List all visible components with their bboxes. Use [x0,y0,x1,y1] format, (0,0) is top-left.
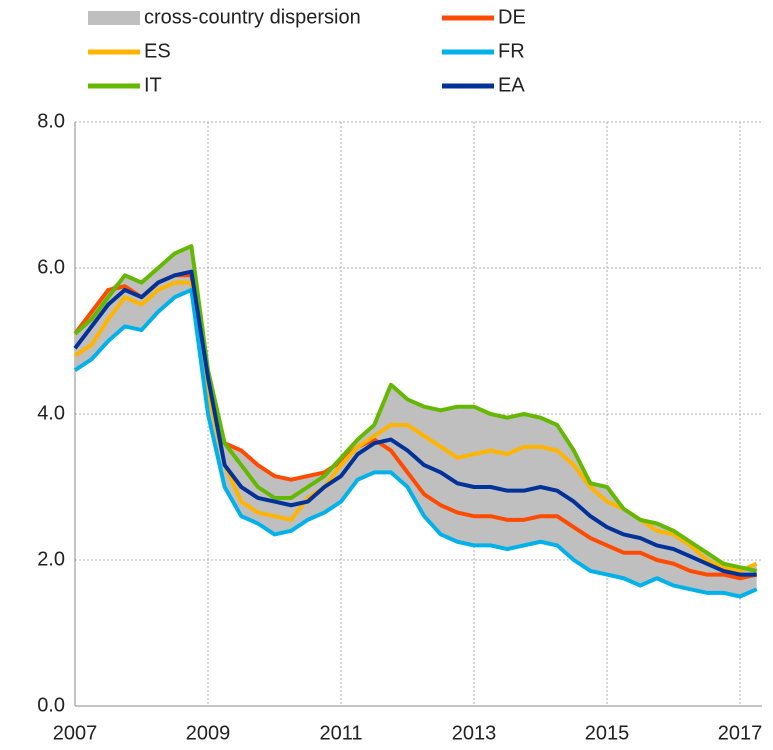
y-tick-label: 8.0 [37,110,65,132]
series-line [73,244,758,573]
legend-label: FR [498,40,525,62]
x-tick-label: 2011 [320,722,363,744]
x-tick-label: 2017 [718,722,763,744]
y-tick-label: 0.0 [37,694,65,716]
legend-label: ES [144,40,171,62]
x-tick-label: 2015 [585,722,630,744]
x-tick-label: 2013 [452,722,497,744]
series-line [73,269,757,577]
legend-swatch [88,11,140,25]
x-tick-label: 2009 [186,722,231,744]
legend-label: EA [498,74,525,96]
legend-label: DE [498,6,526,28]
y-tick-label: 4.0 [37,402,65,424]
legend-label: IT [144,74,162,96]
series-line [73,287,758,599]
dispersion-band [75,246,757,597]
y-tick-label: 6.0 [37,256,65,278]
x-tick-label: 2007 [53,722,98,744]
series-line [73,273,758,581]
y-tick-label: 2.0 [37,548,65,570]
legend-label: cross-country dispersion [144,6,361,28]
